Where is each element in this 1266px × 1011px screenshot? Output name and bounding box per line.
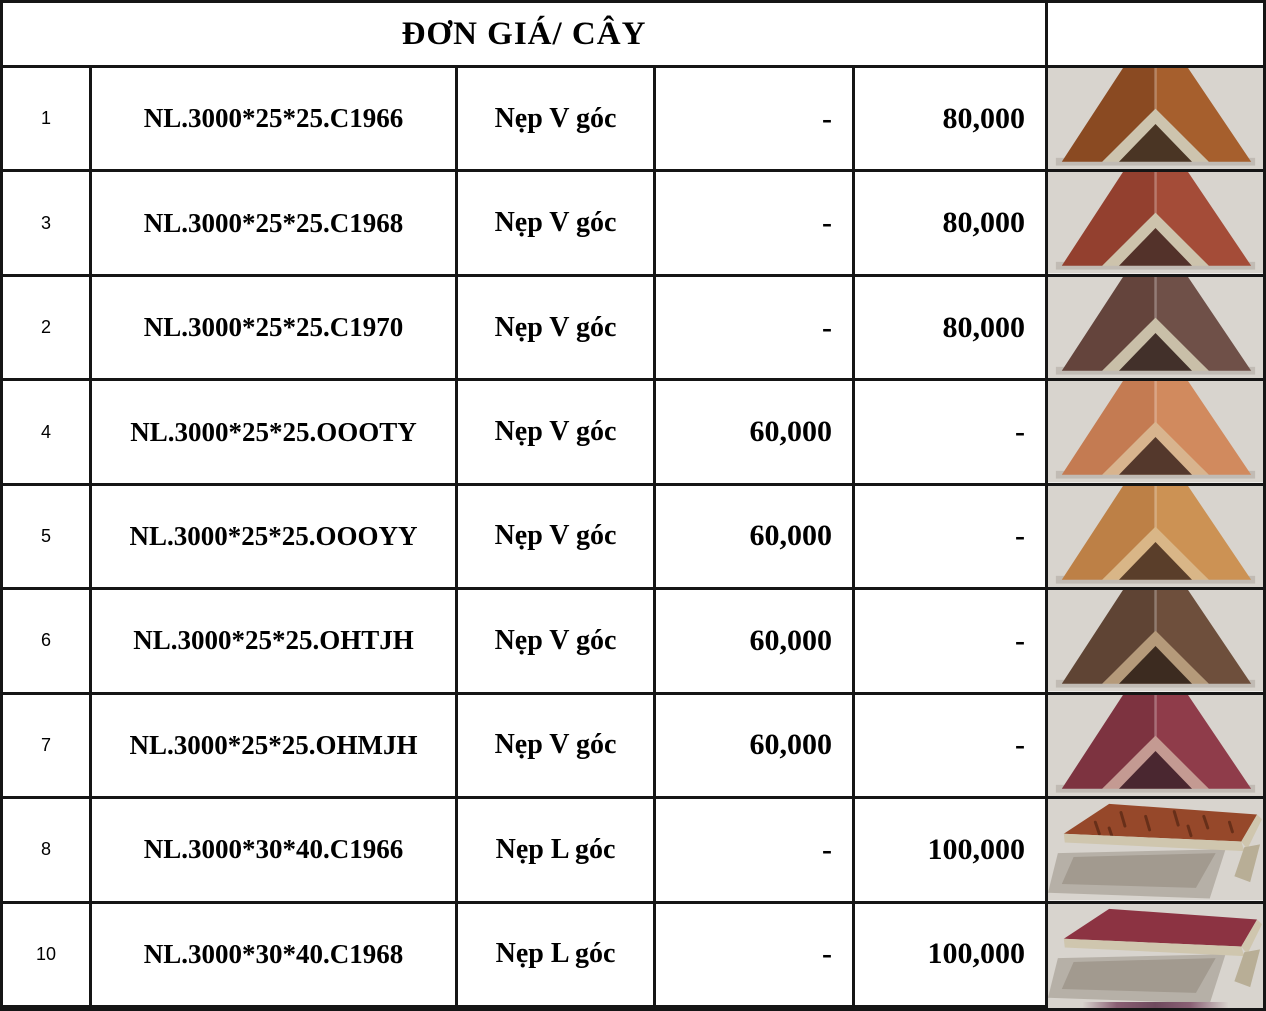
product-type: Nẹp V góc — [458, 276, 656, 382]
price-per-piece: 80,000 — [855, 172, 1048, 277]
price-column-1: 60,000 — [656, 381, 855, 486]
row-number: 10 — [3, 903, 92, 1008]
product-photo — [1048, 276, 1263, 379]
product-code: NL.3000*30*40.C1966 — [92, 799, 458, 904]
price-per-piece: - — [855, 485, 1048, 591]
price-per-piece: - — [855, 590, 1048, 695]
price-per-piece: - — [855, 381, 1048, 486]
product-photo — [1048, 799, 1263, 901]
row-number: 8 — [3, 799, 92, 904]
price-per-piece: - — [855, 694, 1048, 800]
product-photo — [1048, 381, 1263, 483]
product-photo — [1048, 590, 1263, 692]
product-type: Nẹp V góc — [458, 381, 656, 486]
next-row-photo-cutoff — [1048, 1002, 1263, 1008]
product-type: Nẹp L góc — [458, 799, 656, 904]
price-per-piece: 80,000 — [855, 276, 1048, 382]
row-number: 4 — [3, 381, 92, 486]
product-photo — [1048, 68, 1263, 170]
product-code: NL.3000*25*25.C1970 — [92, 276, 458, 382]
product-code: NL.3000*25*25.OHMJH — [92, 694, 458, 800]
row-number: 1 — [3, 68, 92, 173]
product-code: NL.3000*30*40.C1968 — [92, 903, 458, 1008]
image-column-header-empty — [1048, 3, 1263, 68]
price-column-1: 60,000 — [656, 590, 855, 695]
row-number: 7 — [3, 694, 92, 800]
table-title: ĐƠN GIÁ/ CÂY — [3, 3, 1048, 68]
price-per-piece: 80,000 — [855, 68, 1048, 173]
price-per-piece: 100,000 — [855, 799, 1048, 904]
product-code: NL.3000*25*25.OOOTY — [92, 381, 458, 486]
product-type: Nẹp V góc — [458, 485, 656, 591]
price-column-1: - — [656, 172, 855, 277]
price-column-1: - — [656, 903, 855, 1008]
table-grid: ĐƠN GIÁ/ CÂY 1 NL.3000*25*25.C1966 Nẹp V… — [3, 3, 1263, 1008]
product-type: Nẹp V góc — [458, 694, 656, 800]
product-type: Nẹp V góc — [458, 68, 656, 173]
product-type: Nẹp L góc — [458, 903, 656, 1008]
product-type: Nẹp V góc — [458, 172, 656, 277]
price-column-1: 60,000 — [656, 694, 855, 800]
row-number: 2 — [3, 276, 92, 382]
product-code: NL.3000*25*25.OHTJH — [92, 590, 458, 695]
product-photo — [1048, 172, 1263, 274]
product-type: Nẹp V góc — [458, 590, 656, 695]
price-per-piece: 100,000 — [855, 903, 1048, 1008]
product-code: NL.3000*25*25.C1968 — [92, 172, 458, 277]
product-code: NL.3000*25*25.C1966 — [92, 68, 458, 173]
price-column-1: 60,000 — [656, 485, 855, 591]
row-number: 6 — [3, 590, 92, 695]
price-column-1: - — [656, 799, 855, 904]
row-number: 3 — [3, 172, 92, 277]
price-column-1: - — [656, 68, 855, 173]
price-column-1: - — [656, 276, 855, 382]
row-number: 5 — [3, 485, 92, 591]
product-photo — [1048, 485, 1263, 588]
product-photo — [1048, 694, 1263, 797]
product-code: NL.3000*25*25.OOOYY — [92, 485, 458, 591]
product-photo — [1048, 903, 1263, 1005]
